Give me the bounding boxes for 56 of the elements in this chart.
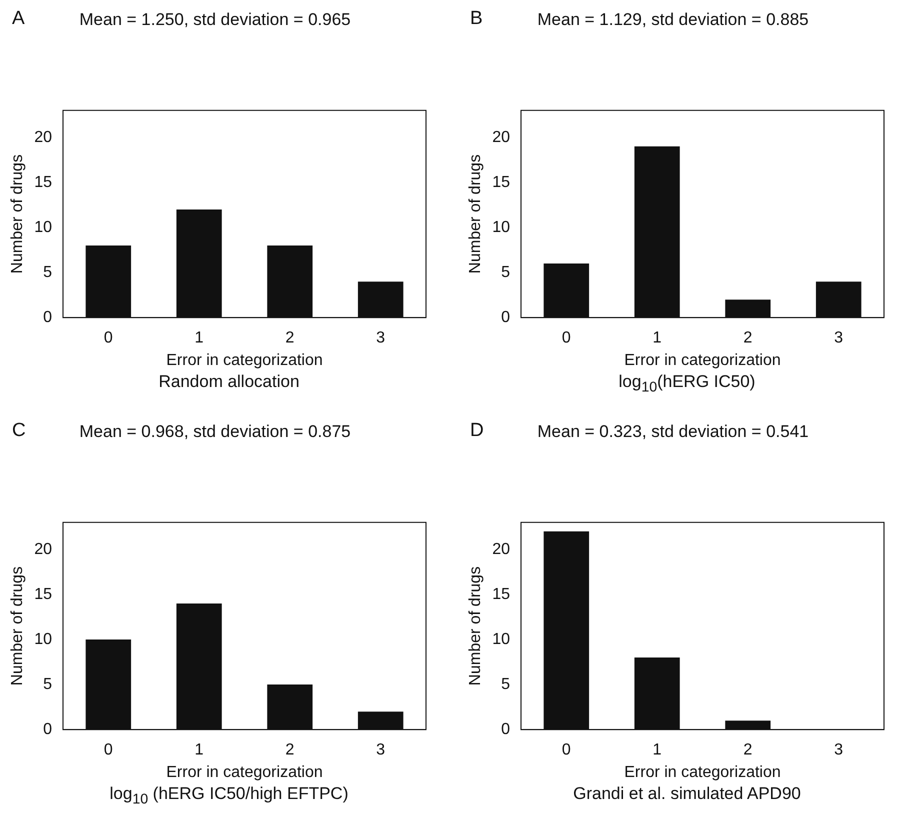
- x-tick-label: 3: [834, 742, 844, 759]
- chart-title: Mean = 1.250, std deviation = 0.965: [79, 10, 351, 29]
- chart-title: Mean = 1.129, std deviation = 0.885: [537, 10, 809, 29]
- y-tick-label: 15: [34, 586, 52, 603]
- y-tick-label: 20: [34, 540, 52, 558]
- y-tick-label: 5: [43, 264, 52, 281]
- y-tick-label: 5: [501, 676, 510, 693]
- y-tick-label: 15: [492, 586, 510, 603]
- y-tick-label: 10: [492, 218, 510, 236]
- x-tick-label: 3: [376, 330, 386, 347]
- x-axis-title: Error in categorization: [624, 352, 781, 369]
- y-tick-label: 0: [501, 309, 510, 326]
- y-tick-label: 15: [34, 174, 52, 191]
- y-tick-label: 0: [43, 309, 52, 326]
- x-tick-label: 0: [562, 330, 571, 347]
- y-axis-title: Number of drugs: [467, 154, 484, 274]
- y-tick-label: 5: [501, 264, 510, 281]
- x-tick-label: 0: [104, 742, 113, 759]
- x-tick-label: 2: [743, 742, 752, 759]
- text: D: [470, 420, 484, 442]
- y-tick-label: 15: [492, 174, 510, 191]
- y-tick-label: 10: [492, 630, 510, 648]
- x-tick-label: 0: [104, 330, 113, 347]
- x-tick-label: 1: [652, 330, 662, 347]
- y-tick-label: 0: [501, 721, 510, 738]
- x-tick-label: 1: [194, 742, 204, 759]
- chart-title: Mean = 0.323, std deviation = 0.541: [537, 422, 809, 441]
- y-axis-title: Number of drugs: [9, 154, 26, 274]
- text: Grandi et al. simulated APD90: [572, 784, 802, 804]
- x-tick-label: 1: [652, 742, 662, 759]
- x-tick-label: 2: [743, 330, 752, 347]
- text: B: [470, 8, 483, 30]
- x-tick-label: 3: [376, 742, 386, 759]
- y-tick-label: 0: [43, 721, 52, 738]
- text: Random allocation: [158, 372, 300, 392]
- y-tick-label: 20: [492, 128, 510, 146]
- text: A: [12, 8, 25, 30]
- y-tick-label: 10: [34, 630, 52, 648]
- x-axis-title: Error in categorization: [166, 764, 323, 781]
- text: C: [12, 420, 26, 442]
- y-tick-label: 20: [34, 128, 52, 146]
- x-tick-label: 1: [194, 330, 204, 347]
- x-axis-title: Error in categorization: [624, 764, 781, 781]
- y-tick-label: 20: [492, 540, 510, 558]
- y-axis-title: Number of drugs: [467, 566, 484, 686]
- text: log$_{10}$(hERG IC50): [618, 372, 756, 396]
- x-axis-title: Error in categorization: [166, 352, 323, 369]
- y-tick-label: 10: [34, 218, 52, 236]
- x-tick-label: 2: [285, 330, 294, 347]
- chart-title: Mean = 0.968, std deviation = 0.875: [79, 422, 351, 441]
- x-tick-label: 3: [834, 330, 844, 347]
- text: log$_{10}$ (hERG IC50/high EFTPC): [108, 784, 350, 808]
- y-axis-title: Number of drugs: [9, 566, 26, 686]
- y-tick-label: 5: [43, 676, 52, 693]
- x-tick-label: 2: [285, 742, 294, 759]
- x-tick-label: 0: [562, 742, 571, 759]
